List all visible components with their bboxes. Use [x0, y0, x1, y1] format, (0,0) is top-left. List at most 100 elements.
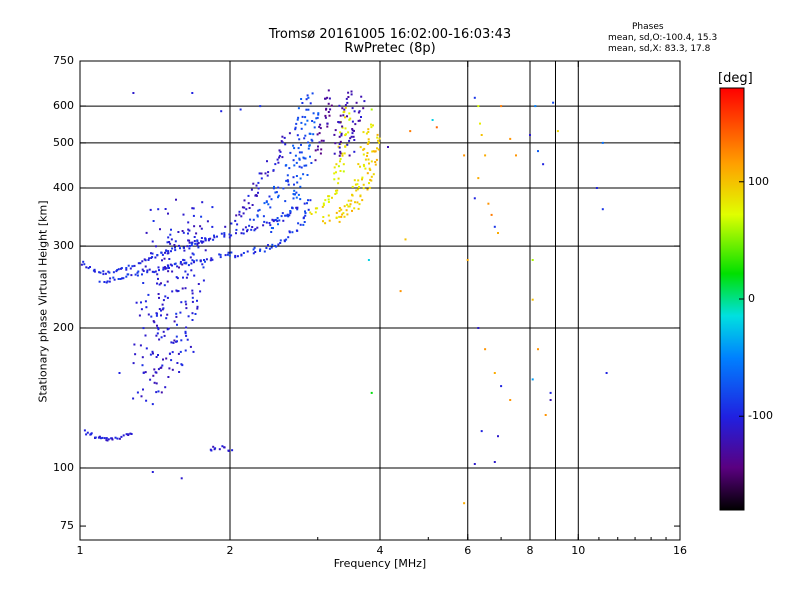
data-point — [338, 215, 341, 218]
data-point — [368, 162, 370, 165]
data-point — [178, 266, 180, 269]
data-point — [174, 249, 177, 252]
data-point — [473, 197, 476, 200]
data-point — [296, 181, 299, 184]
data-point — [228, 236, 231, 239]
data-point — [133, 264, 136, 267]
data-point — [160, 251, 163, 254]
data-point — [318, 125, 321, 128]
data-point — [286, 179, 289, 182]
data-point — [324, 97, 327, 100]
data-point — [218, 253, 221, 256]
x-tick-label: 4 — [376, 544, 384, 557]
data-point — [176, 323, 178, 326]
data-point — [347, 96, 350, 98]
data-point — [147, 259, 150, 261]
data-point — [184, 270, 187, 273]
data-point — [274, 191, 277, 194]
data-point — [242, 228, 245, 231]
data-point — [167, 212, 169, 215]
data-point — [349, 137, 352, 140]
data-point — [327, 195, 330, 198]
data-point — [171, 368, 174, 371]
data-point — [350, 199, 353, 202]
data-point — [303, 221, 306, 223]
data-point — [157, 293, 160, 295]
data-point — [266, 174, 269, 177]
data-point — [358, 203, 361, 206]
data-point — [199, 225, 202, 228]
data-point — [131, 265, 134, 268]
data-point — [189, 345, 192, 348]
data-point — [370, 175, 373, 178]
data-point — [156, 273, 159, 276]
data-point — [531, 259, 534, 261]
data-point — [292, 197, 295, 200]
data-point — [348, 205, 351, 208]
data-point — [223, 235, 226, 238]
data-point — [366, 152, 369, 154]
data-point — [195, 259, 198, 262]
data-point — [177, 231, 180, 233]
data-point — [173, 244, 176, 246]
data-point — [151, 240, 154, 243]
data-point — [136, 271, 139, 274]
data-point — [169, 233, 172, 236]
data-point — [196, 299, 198, 302]
data-point — [209, 237, 212, 240]
data-point — [300, 98, 303, 100]
data-point — [311, 92, 314, 95]
data-point — [322, 139, 325, 142]
data-point — [356, 201, 359, 204]
data-point — [254, 251, 257, 253]
data-point — [297, 193, 300, 196]
colorbar-ticks — [739, 181, 744, 417]
data-point — [116, 437, 119, 440]
data-point — [479, 122, 481, 125]
data-point — [291, 206, 294, 209]
data-point — [288, 132, 291, 135]
data-point — [168, 241, 171, 243]
data-point — [350, 90, 353, 93]
data-point — [132, 92, 135, 94]
data-point — [378, 141, 381, 144]
data-point — [161, 259, 163, 262]
data-point — [365, 132, 368, 135]
data-point — [278, 149, 281, 152]
data-point — [370, 160, 373, 163]
data-point — [157, 277, 159, 280]
data-point — [243, 206, 246, 209]
data-point — [182, 213, 185, 216]
data-point — [103, 437, 106, 440]
data-point — [185, 334, 188, 337]
data-point — [316, 148, 319, 151]
data-point — [180, 477, 183, 480]
data-point — [118, 372, 121, 374]
data-point — [309, 199, 312, 202]
data-point — [167, 376, 170, 378]
data-point — [361, 199, 364, 202]
data-point — [83, 429, 86, 432]
data-point — [339, 150, 342, 153]
data-point — [297, 147, 300, 150]
data-point — [200, 215, 203, 218]
data-point — [179, 311, 182, 314]
data-point — [340, 215, 343, 218]
data-point — [335, 171, 337, 174]
data-point — [357, 207, 360, 210]
data-point — [484, 154, 487, 157]
data-point — [193, 236, 196, 238]
data-point — [349, 117, 352, 120]
data-point — [463, 154, 466, 157]
data-point — [122, 277, 125, 280]
data-point — [157, 368, 160, 371]
data-point — [367, 131, 370, 133]
data-point — [191, 242, 193, 245]
data-point — [336, 189, 339, 192]
data-point — [82, 260, 85, 263]
data-point — [255, 194, 258, 197]
data-point — [188, 247, 191, 250]
data-point — [157, 354, 159, 356]
data-point — [196, 307, 199, 310]
